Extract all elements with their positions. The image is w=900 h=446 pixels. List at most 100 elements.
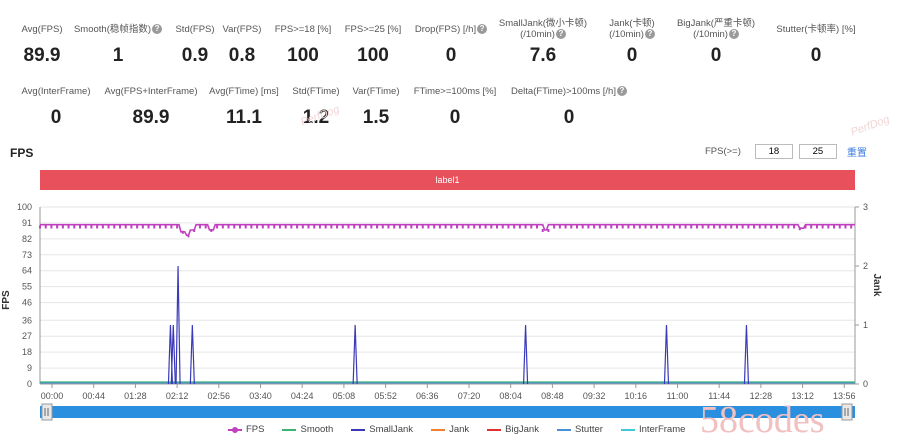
stat-label: Var(FTime) [306, 86, 446, 97]
stat-label: Delta(FTime)>100ms [/h]? [499, 86, 639, 97]
stat-label: Smooth(稳帧指数)? [48, 24, 188, 35]
help-icon[interactable]: ? [477, 24, 488, 35]
stat-label: FTime>=100ms [%] [385, 86, 525, 97]
stat-label-unit: (/10min)? [646, 29, 786, 40]
legend-item-smalljank[interactable]: SmallJank [351, 424, 413, 435]
stat-label-text: Smooth(稳帧指数) [73, 24, 152, 35]
stat-label: Drop(FPS) [/h]? [381, 24, 521, 35]
stat-value: 100 [287, 45, 319, 66]
stat-label: FPS>=18 [%] [233, 24, 373, 35]
help-icon[interactable]: ? [616, 86, 627, 97]
stat-value: 7.6 [529, 45, 557, 66]
brand-watermark: 58codes [700, 399, 825, 441]
legend-item-jank[interactable]: Jank [431, 424, 469, 435]
stat-value: 100 [357, 45, 389, 66]
legend-label: Jank [449, 424, 470, 435]
stat-label: Var(FPS) [172, 24, 312, 35]
secondary-stat: Avg(InterFrame) 0 [0, 86, 126, 128]
stat-label-text: FTime>=100ms [%] [413, 86, 497, 97]
help-icon[interactable]: ? [152, 24, 163, 35]
stat-label-text: Avg(InterFrame) [21, 86, 91, 97]
stat-label-unit-text: (/10min) [693, 29, 728, 40]
stat-label-unit-text: (/10min) [609, 29, 644, 40]
help-icon[interactable]: ? [644, 29, 655, 40]
primary-stat: Drop(FPS) [/h]? 0 [381, 24, 521, 66]
stat-label-text: Avg(FPS+InterFrame) [104, 86, 198, 97]
legend-label: InterFrame [638, 424, 686, 435]
help-icon[interactable]: ? [728, 29, 739, 40]
scrollbar-right-handle[interactable] [841, 403, 853, 421]
scrollbar-left-handle[interactable] [41, 403, 53, 421]
stat-label: FPS>=25 [%] [303, 24, 443, 35]
chart-legend: FPS Smooth SmallJank Jank BigJank Stutter Inte… [228, 424, 685, 435]
stat-label-text: SmallJank(微小卡顿) [498, 18, 588, 29]
legend-item-interframe[interactable]: InterFrame [620, 424, 686, 435]
stat-value: 0 [449, 107, 461, 128]
legend-item-bigjank[interactable]: BigJank [487, 424, 539, 435]
stat-label: Std(FPS) [125, 24, 265, 35]
stat-value: 89.9 [23, 45, 61, 66]
stat-label: Stutter(卡顿率) [%] [746, 24, 886, 35]
legend-swatch [556, 428, 571, 431]
stat-value: 0 [445, 45, 457, 66]
stat-label: Avg(FTime) [ms] [174, 86, 314, 97]
stat-label: Std(FTime) [246, 86, 386, 97]
stat-label-unit-text: (/10min) [520, 29, 555, 40]
secondary-stat: Std(FTime) 1.2 [246, 86, 386, 128]
stat-value: 0 [710, 45, 722, 66]
legend-swatch [351, 428, 366, 431]
stat-value: 0.8 [228, 45, 256, 66]
stat-label-text: Avg(FTime) [ms] [209, 86, 279, 97]
primary-stat: BigJank(严重卡顿) (/10min)? 0 [646, 18, 786, 66]
legend-item-smooth[interactable]: Smooth [282, 424, 333, 435]
stat-value: 1.5 [362, 107, 390, 128]
secondary-stat: Avg(FTime) [ms] 11.1 [174, 86, 314, 128]
primary-stat: FPS>=18 [%] 100 [233, 24, 373, 66]
fps-threshold-input-2[interactable] [798, 144, 837, 159]
primary-stat: FPS>=25 [%] 100 [303, 24, 443, 66]
stat-value: 11.1 [226, 107, 262, 128]
legend-item-stutter[interactable]: Stutter [556, 424, 603, 435]
help-icon[interactable]: ? [555, 29, 566, 40]
legend-swatch [487, 428, 502, 431]
legend-swatch [620, 428, 635, 431]
secondary-stat: Delta(FTime)>100ms [/h]? 0 [499, 86, 639, 128]
legend-swatch [431, 428, 446, 431]
reset-button[interactable]: 重置 [846, 148, 867, 159]
stat-value: 1.2 [302, 107, 330, 128]
fps-threshold-label: FPS(>=) [705, 146, 741, 157]
stat-label: SmallJank(微小卡顿) [473, 18, 613, 29]
legend-label: FPS [246, 424, 265, 435]
stat-label-text: Var(FPS) [222, 24, 262, 35]
stat-label-text: Jank(卡顿) [609, 18, 655, 29]
stat-value: 89.9 [132, 107, 170, 128]
secondary-stat: Avg(FPS+InterFrame) 89.9 [81, 86, 221, 128]
legend-item-fps[interactable]: FPS [228, 424, 264, 435]
primary-stat: SmallJank(微小卡顿) (/10min)? 7.6 [473, 18, 613, 66]
stat-label-text: FPS>=18 [%] [274, 24, 332, 35]
label-bar[interactable]: label1 [40, 170, 855, 190]
stat-value: 0.9 [181, 45, 209, 66]
legend-label: Stutter [574, 424, 603, 435]
primary-stat: Std(FPS) 0.9 [125, 24, 265, 66]
legend-label: SmallJank [369, 424, 414, 435]
stat-label-text: Avg(FPS) [21, 24, 63, 35]
stat-value: 0 [563, 107, 575, 128]
legend-label: BigJank [505, 424, 539, 435]
stat-label-text: FPS>=25 [%] [344, 24, 402, 35]
legend-label: Smooth [300, 424, 334, 435]
fps-threshold-input-1[interactable] [754, 144, 793, 159]
secondary-stat: Var(FTime) 1.5 [306, 86, 446, 128]
legend-swatch [282, 428, 297, 431]
legend-dot [232, 426, 238, 433]
stat-label: Jank(卡顿) [562, 18, 702, 29]
stat-value: 0 [626, 45, 638, 66]
stat-value: 1 [112, 45, 124, 66]
scrollbar-track[interactable] [40, 406, 855, 418]
chart-title: FPS [10, 146, 34, 160]
stat-label-text: BigJank(严重卡顿) [676, 18, 756, 29]
stat-label: Avg(InterFrame) [0, 86, 126, 97]
stat-label-text: Std(FPS) [175, 24, 215, 35]
stat-label: Avg(FPS+InterFrame) [81, 86, 221, 97]
